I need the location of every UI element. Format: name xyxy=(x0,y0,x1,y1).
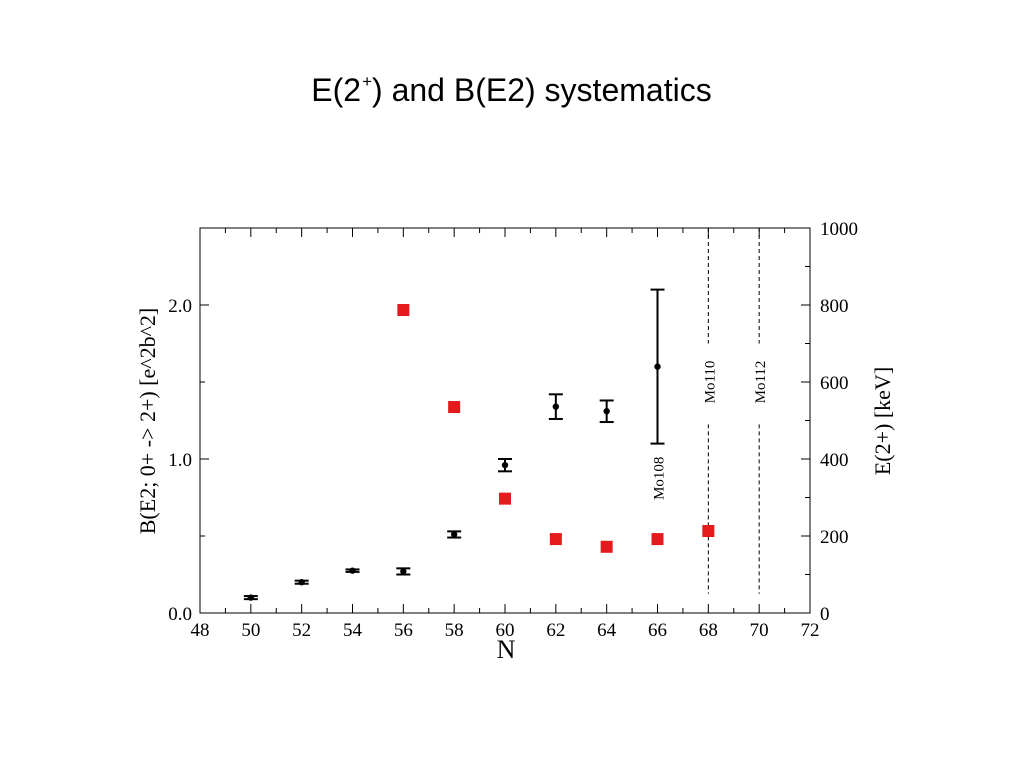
isotope-label: Mo112 xyxy=(753,361,769,404)
x-tick-label: 48 xyxy=(191,620,210,641)
data-point xyxy=(349,567,356,574)
right-y-axis-label: E(2+) [keV] xyxy=(870,367,895,475)
x-tick-label: 70 xyxy=(750,620,769,641)
right-y-tick-label: 200 xyxy=(820,527,849,548)
data-point xyxy=(448,401,461,414)
data-point xyxy=(397,304,410,317)
x-tick-label: 50 xyxy=(241,620,260,641)
axis-ticks: 48 50 52 54 56 58 60 62 64 66 68 70 72 0.0 1.0 2.0 0 200 4… xyxy=(168,219,858,641)
reference-lines xyxy=(707,228,760,594)
data-point xyxy=(499,492,511,505)
data-point xyxy=(298,579,305,586)
data-point xyxy=(450,531,458,538)
x-tick-label: 68 xyxy=(699,620,718,641)
right-y-tick-label: 0 xyxy=(820,604,830,625)
data-point xyxy=(549,533,562,546)
data-point xyxy=(651,533,664,546)
x-tick-label: 64 xyxy=(597,620,617,641)
x-axis-label: N xyxy=(497,635,516,664)
left-y-tick-label: 0.0 xyxy=(168,604,192,625)
data-point xyxy=(654,363,661,370)
bE2-series xyxy=(243,288,665,601)
data-point xyxy=(702,524,715,537)
x-tick-label: 72 xyxy=(801,620,820,641)
right-y-tick-label: 600 xyxy=(820,373,849,394)
left-y-tick-label: 2.0 xyxy=(168,296,192,317)
plot-frame xyxy=(199,227,811,614)
data-point xyxy=(603,408,610,415)
right-y-tick-label: 400 xyxy=(820,450,849,471)
e2plus-series xyxy=(397,304,715,553)
plot-border xyxy=(199,227,811,614)
x-tick-label: 66 xyxy=(648,620,667,641)
x-tick-label: 60 xyxy=(496,620,515,641)
right-y-tick-label: 1000 xyxy=(820,219,858,240)
slide-title-main: E(2 xyxy=(311,72,362,108)
annotations: Mo108 Mo110 Mo112 xyxy=(652,361,770,500)
left-y-axis-label: B(E2; 0+ -> 2+) [e^2b^2] xyxy=(135,308,160,535)
x-tick-label: 54 xyxy=(343,620,363,641)
isotope-label: Mo108 xyxy=(652,457,668,500)
data-point xyxy=(501,461,509,469)
data-series xyxy=(243,288,715,601)
data-point xyxy=(552,403,560,410)
left-y-tick-label: 1.0 xyxy=(168,450,192,471)
x-tick-label: 62 xyxy=(546,620,565,641)
x-tick-label: 58 xyxy=(445,620,464,641)
slide-title-superscript: + xyxy=(362,72,373,91)
isotope-label: Mo110 xyxy=(702,361,718,404)
data-point xyxy=(400,568,407,575)
x-tick-label: 56 xyxy=(394,620,413,641)
data-point xyxy=(600,540,613,553)
right-y-tick-label: 800 xyxy=(820,296,849,317)
slide-title: E(2+) and B(E2) systematics xyxy=(0,72,1023,109)
data-point xyxy=(247,594,255,601)
x-tick-label: 52 xyxy=(292,620,311,641)
slide-title-rest: ) and B(E2) systematics xyxy=(372,72,712,108)
